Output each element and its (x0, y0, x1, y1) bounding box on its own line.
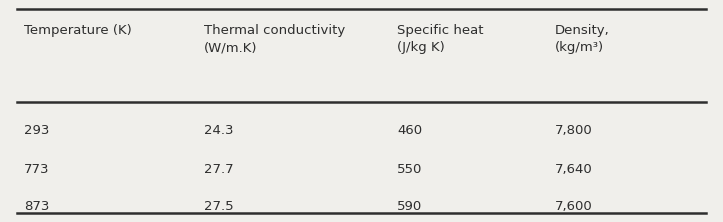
Text: Temperature (K): Temperature (K) (25, 24, 132, 38)
Text: 27.7: 27.7 (204, 163, 234, 176)
Text: 7,800: 7,800 (555, 124, 593, 137)
Text: 293: 293 (25, 124, 50, 137)
Text: 550: 550 (398, 163, 423, 176)
Text: Thermal conductivity
(W/m.K): Thermal conductivity (W/m.K) (204, 24, 345, 54)
Text: 7,600: 7,600 (555, 200, 593, 213)
Text: 7,640: 7,640 (555, 163, 593, 176)
Text: Density,
(kg/m³): Density, (kg/m³) (555, 24, 610, 54)
Text: 27.5: 27.5 (204, 200, 234, 213)
Text: 773: 773 (25, 163, 50, 176)
Text: 24.3: 24.3 (204, 124, 233, 137)
Text: 873: 873 (25, 200, 50, 213)
Text: 460: 460 (398, 124, 422, 137)
Text: Specific heat
(J/kg K): Specific heat (J/kg K) (398, 24, 484, 54)
Text: 590: 590 (398, 200, 423, 213)
